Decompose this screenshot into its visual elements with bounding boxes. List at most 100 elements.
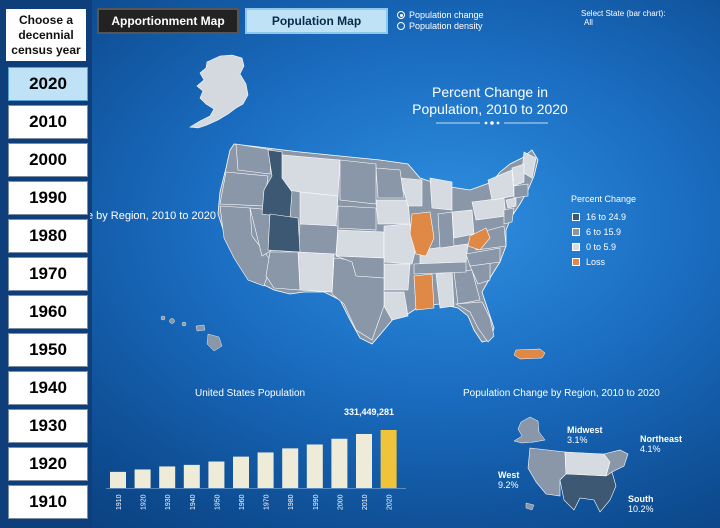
legend-item: 16 to 24.9: [572, 212, 626, 222]
map-state-arkansas[interactable]: [383, 263, 411, 291]
radio-population-change[interactable]: Population change: [397, 10, 484, 20]
region-label-west: West 9.2%: [498, 470, 520, 490]
legend-label: Loss: [586, 257, 606, 267]
x-tick-label-1920: 1920: [141, 494, 148, 510]
map-state-massachusetts[interactable]: [513, 183, 529, 199]
year-button-1960[interactable]: 1960: [8, 295, 88, 329]
map-state-mississippi[interactable]: [413, 273, 435, 311]
population-map-button[interactable]: Population Map: [245, 8, 388, 34]
year-sidebar: Choose a decennial census year 2020 2010 2…: [0, 0, 92, 528]
map-state-alaska[interactable]: [189, 54, 249, 129]
map-state-new-mexico[interactable]: [297, 251, 335, 293]
legend-label: 6 to 15.9: [586, 227, 622, 237]
bar-1910[interactable]: [110, 471, 126, 488]
map-state-west-virginia[interactable]: [467, 227, 491, 251]
map-state-oklahoma[interactable]: [335, 255, 385, 279]
radio-selected-icon[interactable]: [397, 11, 405, 19]
map-state-dakotas[interactable]: [339, 159, 377, 205]
map-puerto-rico[interactable]: [513, 348, 546, 360]
year-button-2020[interactable]: 2020: [8, 67, 88, 101]
year-button-1950[interactable]: 1950: [8, 333, 88, 367]
year-button-1980[interactable]: 1980: [8, 219, 88, 253]
title-ornament-divider: [436, 121, 548, 125]
map-state-colorado[interactable]: [297, 223, 339, 255]
apportionment-map-button[interactable]: Apportionment Map: [97, 8, 239, 34]
bar-2010[interactable]: [356, 433, 372, 488]
map-state-pennsylvania[interactable]: [471, 197, 507, 221]
bar-chart-title: United States Population: [195, 388, 306, 399]
map-state-utah[interactable]: [267, 213, 301, 253]
x-tick-label-2020: 2020: [387, 494, 394, 510]
region-label-midwest: Midwest 3.1%: [567, 425, 603, 445]
map-state-wyoming[interactable]: [299, 191, 339, 227]
year-button-1970[interactable]: 1970: [8, 257, 88, 291]
bar-1940[interactable]: [183, 464, 200, 488]
map-state-missouri[interactable]: [383, 223, 417, 265]
year-picker-title: Choose a decennial census year: [6, 9, 86, 61]
map-state-illinois[interactable]: [409, 211, 435, 257]
bar-1950[interactable]: [208, 461, 225, 488]
year-button-1910[interactable]: 1910: [8, 485, 88, 519]
x-tick-label-2010: 2010: [362, 494, 369, 510]
bar-2000[interactable]: [331, 438, 348, 488]
map-state-wisconsin[interactable]: [399, 177, 423, 207]
map-state-vermont-nh[interactable]: [511, 163, 525, 187]
x-tick-label-1950: 1950: [214, 494, 221, 510]
map-state-new-york[interactable]: [487, 169, 515, 201]
year-button-1940[interactable]: 1940: [8, 371, 88, 405]
x-tick-label-1960: 1960: [239, 494, 246, 510]
map-state-new-jersey-md[interactable]: [503, 207, 515, 225]
map-state-oregon[interactable]: [219, 171, 269, 207]
year-button-1990[interactable]: 1990: [8, 181, 88, 215]
bar-2020[interactable]: [380, 430, 397, 488]
bar-1990[interactable]: [306, 444, 323, 488]
bar-1930[interactable]: [159, 466, 176, 488]
year-button-2000[interactable]: 2000: [8, 143, 88, 177]
map-state-iowa[interactable]: [375, 199, 411, 225]
legend-swatch: [572, 258, 580, 266]
legend-label: 0 to 5.9: [586, 242, 617, 252]
state-select-dropdown[interactable]: All: [584, 18, 593, 27]
legend-item: Loss: [572, 257, 605, 267]
year-button-1920[interactable]: 1920: [8, 447, 88, 481]
cut-off-region-label: Population Change by Region, 2010 to 202…: [90, 210, 216, 222]
map-state-ohio[interactable]: [451, 209, 475, 239]
map-state-north-carolina[interactable]: [465, 247, 501, 267]
legend-swatch: [572, 228, 580, 236]
region-chart-title: Population Change by Region, 2010 to 202…: [463, 388, 660, 399]
bar-1920[interactable]: [134, 469, 151, 488]
map-state-nebraska[interactable]: [337, 205, 377, 231]
map-state-florida[interactable]: [455, 301, 495, 343]
radio-population-density-label: Population density: [409, 21, 483, 31]
map-state-connecticut-ri[interactable]: [505, 197, 517, 209]
legend-label: 16 to 24.9: [586, 212, 627, 222]
x-tick-label-1980: 1980: [288, 494, 295, 510]
map-state-washington[interactable]: [235, 143, 273, 175]
bar-1970[interactable]: [257, 452, 274, 488]
bar-1980[interactable]: [282, 448, 299, 488]
legend-swatch: [572, 243, 580, 251]
map-state-minnesota[interactable]: [375, 167, 405, 199]
map-state-california[interactable]: [219, 205, 273, 287]
map-state-arizona[interactable]: [265, 251, 301, 291]
x-tick-label-1990: 1990: [313, 494, 320, 510]
radio-population-density[interactable]: Population density: [397, 21, 483, 31]
x-tick-label-2000: 2000: [337, 494, 344, 510]
radio-unselected-icon[interactable]: [397, 22, 405, 30]
map-state-tennessee[interactable]: [413, 261, 467, 275]
legend-title: Percent Change: [571, 194, 637, 204]
map-state-kansas[interactable]: [335, 229, 385, 259]
map-state-indiana[interactable]: [437, 211, 455, 249]
map-state-michigan[interactable]: [429, 177, 453, 211]
year-button-1930[interactable]: 1930: [8, 409, 88, 443]
legend-item: 6 to 15.9: [572, 227, 621, 237]
year-button-2010[interactable]: 2010: [8, 105, 88, 139]
state-select-label: Select State (bar chart):: [581, 9, 666, 18]
region-label-northeast: Northeast 4.1%: [640, 434, 683, 454]
bar-1960[interactable]: [233, 456, 249, 488]
x-tick-label-1940: 1940: [190, 494, 197, 510]
region-label-south: South 10.2%: [628, 494, 654, 514]
map-state-hawaii[interactable]: [160, 315, 223, 352]
